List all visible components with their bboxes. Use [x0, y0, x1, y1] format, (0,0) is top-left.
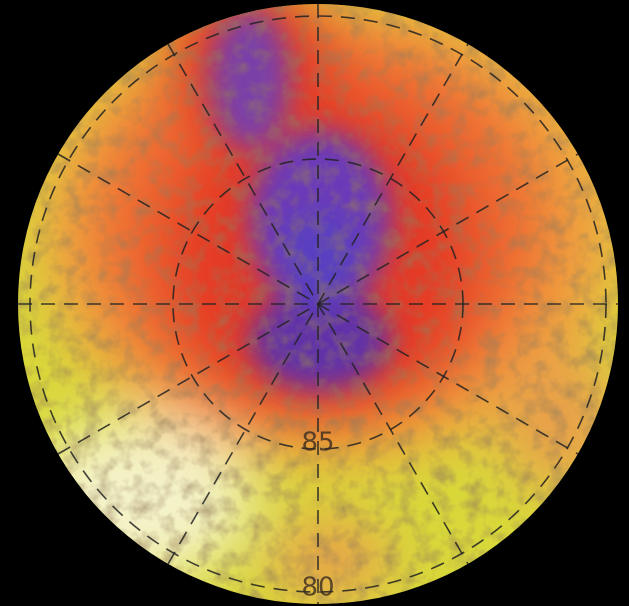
meridian [167, 43, 469, 565]
latitude-label: 85 [301, 428, 334, 458]
graticule [18, 4, 618, 604]
latitude-label: 80 [301, 573, 334, 603]
